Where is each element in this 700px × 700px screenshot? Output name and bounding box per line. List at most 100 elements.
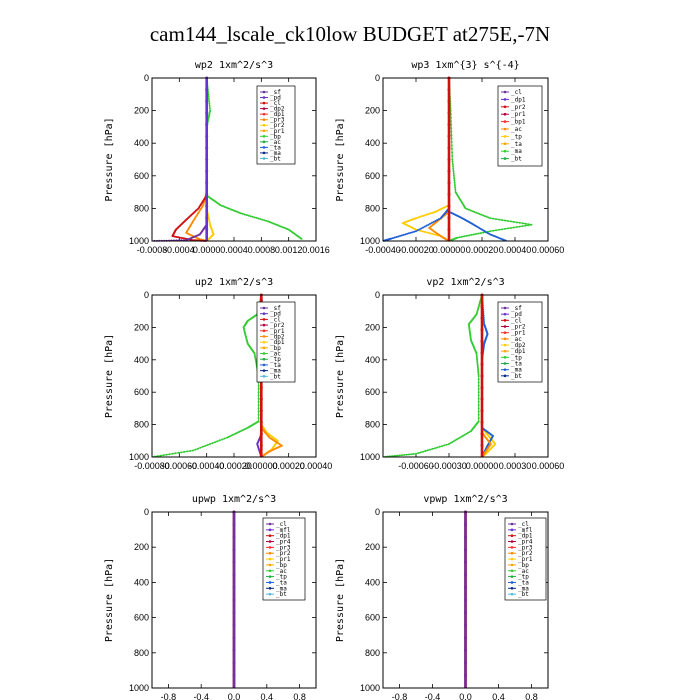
legend-marker (268, 522, 272, 526)
legend-marker (268, 563, 272, 567)
series-marker (477, 407, 480, 410)
series-marker (400, 454, 403, 457)
x-tick-label: 0.00020 (272, 461, 305, 471)
series-marker (432, 233, 435, 236)
series-marker (199, 446, 202, 449)
x-tick-label: 0.00040 (300, 461, 333, 471)
series-marker (463, 433, 466, 436)
plot-frame (382, 511, 549, 689)
series-marker (447, 204, 451, 208)
series-marker (468, 234, 470, 237)
series-marker (433, 447, 436, 450)
series-marker (524, 224, 527, 227)
series-marker (216, 440, 219, 443)
legend-label: _pr4 (276, 539, 291, 546)
x-tick-label: 0.00000 (466, 461, 499, 471)
series-marker (447, 146, 451, 150)
series-marker (253, 216, 256, 219)
x-tick-label: -0.0008 (137, 245, 168, 255)
series-marker (450, 144, 453, 147)
series-marker (257, 407, 260, 410)
y-tick-label: 0 (375, 73, 380, 83)
series-marker (427, 223, 430, 226)
legend-label: _ac (270, 351, 281, 358)
series-marker (233, 433, 236, 436)
series-marker (407, 453, 410, 456)
series-marker (257, 394, 260, 397)
series-marker (501, 228, 503, 231)
series-marker (240, 429, 243, 432)
series-marker (404, 233, 407, 236)
series-marker (477, 417, 480, 420)
legend-label: _pd (270, 311, 281, 318)
series-marker (277, 224, 280, 227)
series-marker (232, 573, 236, 577)
y-tick-label: 600 (365, 387, 380, 397)
legend-label: _ma (270, 150, 281, 157)
series-marker (208, 107, 211, 110)
series-marker (452, 167, 455, 170)
series-marker (171, 452, 174, 455)
y-tick-label: 1000 (129, 452, 149, 462)
legend-marker (503, 337, 507, 341)
series-marker (480, 316, 484, 320)
x-tick-label: 0.0 (228, 692, 241, 700)
series-marker (186, 450, 189, 453)
series-marker (473, 210, 476, 213)
series-marker (468, 208, 470, 211)
legend-label: _pr2 (270, 122, 285, 129)
y-tick-label: 200 (365, 106, 380, 116)
series-marker (450, 120, 452, 123)
series-marker (205, 181, 209, 185)
series-marker (196, 447, 199, 450)
legend-marker (503, 127, 507, 131)
series-marker (257, 410, 260, 413)
series-marker (232, 585, 236, 589)
series-marker (415, 452, 417, 455)
y-axis-label: Pressure [hPa] (104, 117, 115, 201)
y-axis-label: Pressure [hPa] (335, 558, 346, 642)
series-marker (469, 209, 472, 212)
series-marker (461, 235, 463, 238)
series-marker (268, 221, 271, 223)
series-marker (159, 454, 162, 457)
series-marker (247, 214, 250, 217)
y-tick-label: 800 (365, 203, 380, 213)
series-marker (265, 219, 268, 222)
legend-label: _dp1 (270, 339, 285, 346)
legend-marker (503, 142, 507, 146)
series-marker (229, 435, 232, 438)
series-marker (440, 445, 443, 448)
series-marker (225, 206, 228, 209)
series-marker (232, 636, 236, 640)
series-marker (451, 155, 454, 157)
series-marker (257, 384, 260, 387)
y-tick-label: 200 (134, 542, 149, 552)
series-marker (430, 232, 433, 235)
legend-marker (262, 129, 266, 133)
series-marker (254, 355, 257, 358)
legend-marker (510, 587, 514, 590)
legend-marker (262, 118, 266, 121)
series-marker (257, 388, 260, 390)
series-marker (254, 358, 257, 361)
y-tick-label: 600 (134, 613, 149, 623)
y-tick-label: 600 (365, 171, 380, 181)
legend-label: _pr3 (276, 544, 291, 551)
series-marker (447, 227, 451, 231)
series-marker (445, 443, 448, 446)
series-marker (218, 439, 221, 442)
series-marker (480, 305, 484, 309)
series-marker (451, 151, 454, 154)
series-marker (530, 223, 533, 226)
series-marker (411, 231, 414, 234)
series-marker (477, 384, 480, 387)
series-marker (232, 661, 236, 665)
series-marker (399, 234, 402, 237)
series-marker (245, 214, 248, 216)
series-marker (489, 217, 492, 220)
series-marker (220, 204, 223, 207)
series-marker (470, 233, 473, 236)
series-marker (259, 409, 263, 413)
series-marker (464, 648, 467, 652)
